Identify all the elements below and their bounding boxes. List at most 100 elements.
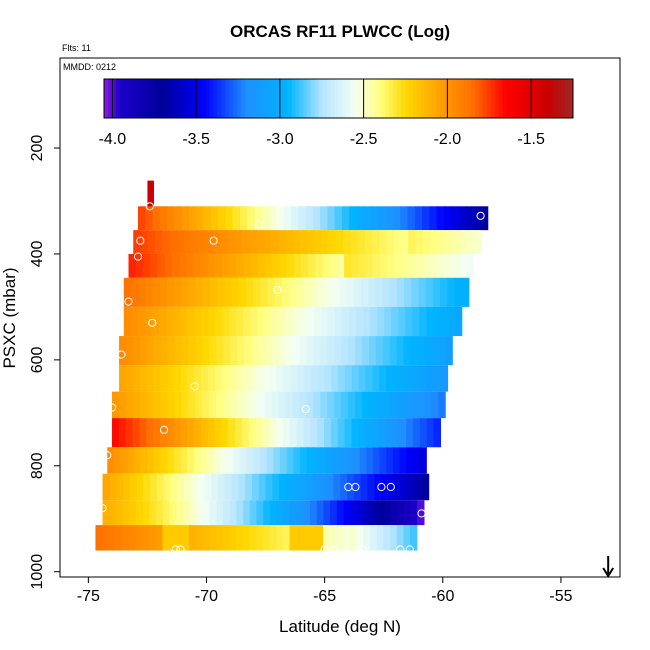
heat-cell	[272, 253, 281, 278]
colorbar-cell	[346, 79, 351, 118]
heat-cell	[175, 525, 184, 551]
heat-cell	[230, 336, 238, 366]
heat-cell	[333, 473, 341, 501]
heat-cell	[239, 206, 248, 231]
heat-cell	[118, 418, 127, 448]
heat-cell	[202, 391, 210, 419]
heat-cell	[320, 336, 328, 366]
heat-cell	[353, 277, 362, 307]
heat-cell	[327, 306, 336, 337]
heat-cell	[330, 500, 338, 526]
heat-cell	[269, 365, 278, 392]
heat-cell	[380, 253, 388, 278]
heat-cell	[438, 391, 446, 419]
heat-cell	[142, 500, 150, 526]
heat-cell	[363, 525, 371, 551]
heat-cell	[361, 391, 370, 419]
y-tick-label: 800	[29, 452, 46, 479]
heat-cell	[208, 306, 216, 337]
heat-cell	[138, 277, 146, 307]
heat-cell	[313, 447, 321, 474]
heat-cell	[375, 336, 384, 366]
heat-cell	[389, 391, 398, 419]
heat-cell	[243, 500, 251, 526]
heat-cell	[263, 230, 272, 254]
heat-cell	[416, 253, 424, 278]
data-point	[98, 504, 107, 513]
arrow-head	[602, 567, 615, 578]
colorbar-cell	[264, 79, 269, 118]
colorbar: -4.0 -3.5 -3.0 -2.5 -2.0 -1.5	[99, 78, 574, 148]
data-point	[124, 297, 133, 306]
heat-cell	[340, 473, 348, 501]
heat-cell	[440, 277, 448, 307]
data-point	[145, 202, 154, 211]
heat-cell	[461, 277, 470, 307]
heat-cell	[276, 418, 284, 448]
heat-cell	[119, 336, 127, 366]
colorbar-cell	[244, 79, 250, 118]
colorbar-cell	[272, 79, 277, 118]
data-point	[396, 545, 405, 554]
colorbar-cell	[541, 79, 547, 118]
heat-cell	[351, 365, 360, 392]
heat-cell	[372, 230, 380, 254]
heat-cell	[153, 180, 154, 207]
heat-cell	[283, 418, 291, 448]
data-point	[405, 545, 414, 554]
colorbar-cell	[295, 79, 300, 118]
heat-cell	[283, 206, 292, 231]
heat-cell	[231, 277, 240, 307]
heat-cell	[256, 525, 264, 551]
heat-cell	[140, 447, 148, 474]
heat-cell	[216, 500, 224, 526]
heat-cell	[277, 230, 286, 254]
heat-cell	[310, 500, 318, 526]
colorbar-cell	[455, 79, 461, 118]
heat-cell	[162, 500, 171, 526]
heat-cell	[247, 206, 256, 231]
heat-cell	[177, 473, 185, 501]
heat-cell	[167, 447, 175, 474]
heat-cell	[408, 253, 417, 278]
heat-cell	[399, 447, 407, 474]
heat-cell	[389, 277, 398, 307]
heat-cell	[419, 418, 428, 448]
heat-cell	[229, 391, 238, 419]
heat-cell	[338, 365, 346, 392]
heat-cell	[176, 500, 184, 526]
heat-cell	[431, 391, 439, 419]
colorbar-cell	[311, 79, 316, 118]
colorbar-cell	[201, 79, 207, 118]
heat-cell	[306, 336, 315, 366]
heat-cell	[437, 253, 446, 278]
heat-cell	[173, 447, 181, 474]
heat-cell	[195, 525, 204, 551]
colorbar-cell	[436, 79, 441, 118]
heat-cell	[159, 277, 168, 307]
heat-cell	[334, 391, 342, 419]
heat-cell	[289, 277, 297, 307]
colorbar-cell	[490, 79, 496, 118]
heat-cell	[412, 447, 421, 474]
heat-cell	[341, 206, 350, 231]
heat-cell	[187, 306, 195, 337]
heat-cell	[349, 306, 357, 337]
heat-cell	[269, 500, 278, 526]
heat-cell	[125, 365, 134, 392]
data-point	[84, 546, 93, 555]
heat-cell	[229, 253, 237, 278]
heat-cell	[369, 525, 378, 551]
heat-cell	[347, 473, 355, 501]
heat-cell	[253, 277, 261, 307]
heat-cell	[269, 418, 277, 448]
colorbar-cell	[459, 79, 465, 118]
heat-cell	[243, 306, 252, 337]
x-tick-label: -70	[195, 588, 218, 605]
heat-cell	[147, 447, 155, 474]
heat-cell	[140, 230, 149, 254]
heat-cell	[308, 253, 316, 278]
heat-cell	[130, 306, 139, 337]
heat-cell	[276, 206, 285, 231]
heat-cell	[228, 418, 236, 448]
